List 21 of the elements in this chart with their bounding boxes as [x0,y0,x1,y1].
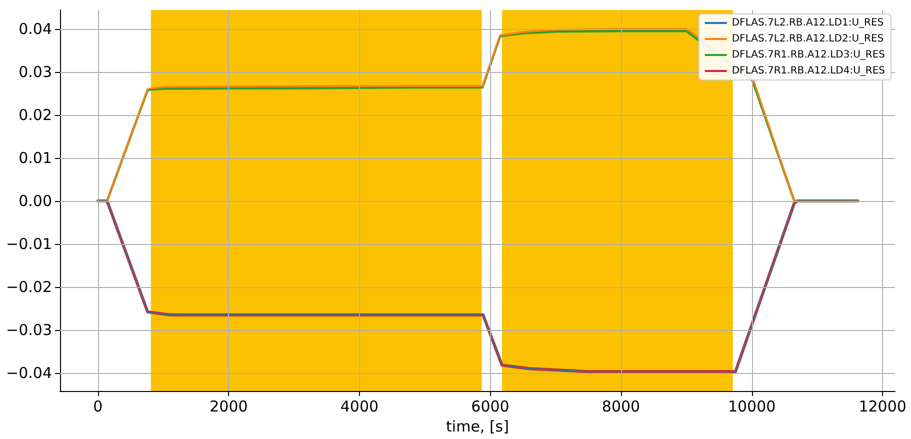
x-tick-label: 2000 [210,398,248,416]
x-tick-label: 6000 [471,398,510,416]
y-tick-label: −0.02 [6,278,52,296]
y-tick-label: 0.02 [18,106,52,124]
y-tick-label: 0.01 [18,148,52,167]
y-tick-label: −0.03 [6,320,52,339]
x-tick-label: 0 [93,398,103,416]
legend-label: DFLAS.7R1.RB.A12.LD4:U_RES [732,66,885,76]
legend-label: DFLAS.7R1.RB.A12.LD3:U_RES [732,50,885,60]
legend-label: DFLAS.7L2.RB.A12.LD2:U_RES [732,34,884,44]
x-axis-title: time, [s] [446,418,509,436]
y-tick-label: 0.00 [18,192,52,210]
y-tick-label: −0.01 [6,234,52,253]
legend-label: DFLAS.7L2.RB.A12.LD1:U_RES [732,18,884,28]
x-tick-label: 12000 [858,398,906,416]
y-tick-label: 0.03 [18,62,52,81]
x-tick-label: 8000 [602,398,640,416]
y-tick-label: −0.04 [6,364,52,382]
x-tick-label: 4000 [340,398,379,416]
x-tick-label: 10000 [728,398,776,416]
y-tick-label: 0.04 [18,20,52,38]
